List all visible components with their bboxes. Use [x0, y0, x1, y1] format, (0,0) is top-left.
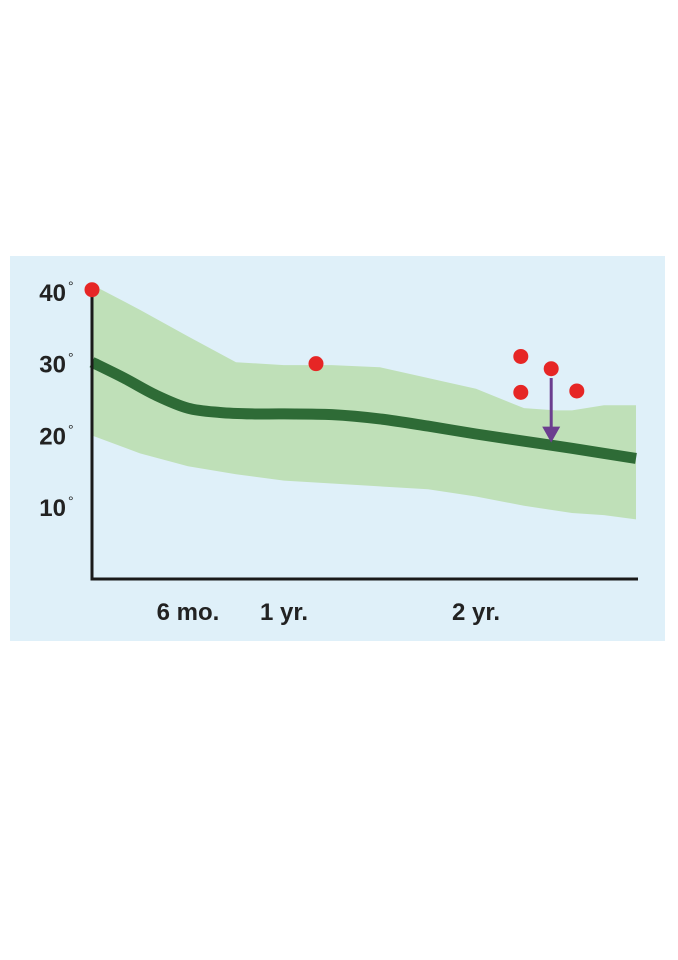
point-layer	[84, 282, 585, 400]
data-point	[543, 361, 559, 377]
range-band	[92, 284, 636, 520]
x-tick-label: 1 yr.	[260, 599, 308, 626]
data-point	[308, 356, 324, 372]
data-point	[569, 383, 585, 399]
data-point	[513, 384, 529, 400]
y-tick-label: 10	[39, 495, 66, 522]
y-tick-label: 40	[39, 280, 66, 307]
y-tick-unit: °	[68, 421, 74, 437]
y-tick-label: 20	[39, 423, 66, 450]
data-point	[513, 348, 529, 364]
band-layer	[92, 284, 636, 520]
data-point	[84, 282, 100, 298]
label-layer: 10 °20 °30 °40 °6 mo. 1 yr. 2 yr.	[39, 278, 500, 626]
line-layer	[89, 357, 637, 464]
arrow-head	[542, 426, 561, 443]
y-tick-unit: °	[68, 493, 74, 509]
y-tick-label: 30	[39, 352, 66, 379]
y-tick-unit: °	[68, 278, 74, 294]
chart-panel: 10 ° 20 ° 30 ° 40 ° 6 mo. 1 yr. 2 yr.	[10, 256, 665, 641]
axis-layer	[90, 292, 638, 581]
y-tick-unit: °	[68, 350, 74, 366]
mean-line	[89, 357, 637, 464]
x-tick-label: 6 mo.	[157, 599, 220, 626]
arrow-layer	[542, 378, 561, 443]
chart-svg: 10 °20 °30 °40 °6 mo. 1 yr. 2 yr.	[39, 278, 638, 626]
x-tick-label: 2 yr.	[452, 599, 500, 626]
